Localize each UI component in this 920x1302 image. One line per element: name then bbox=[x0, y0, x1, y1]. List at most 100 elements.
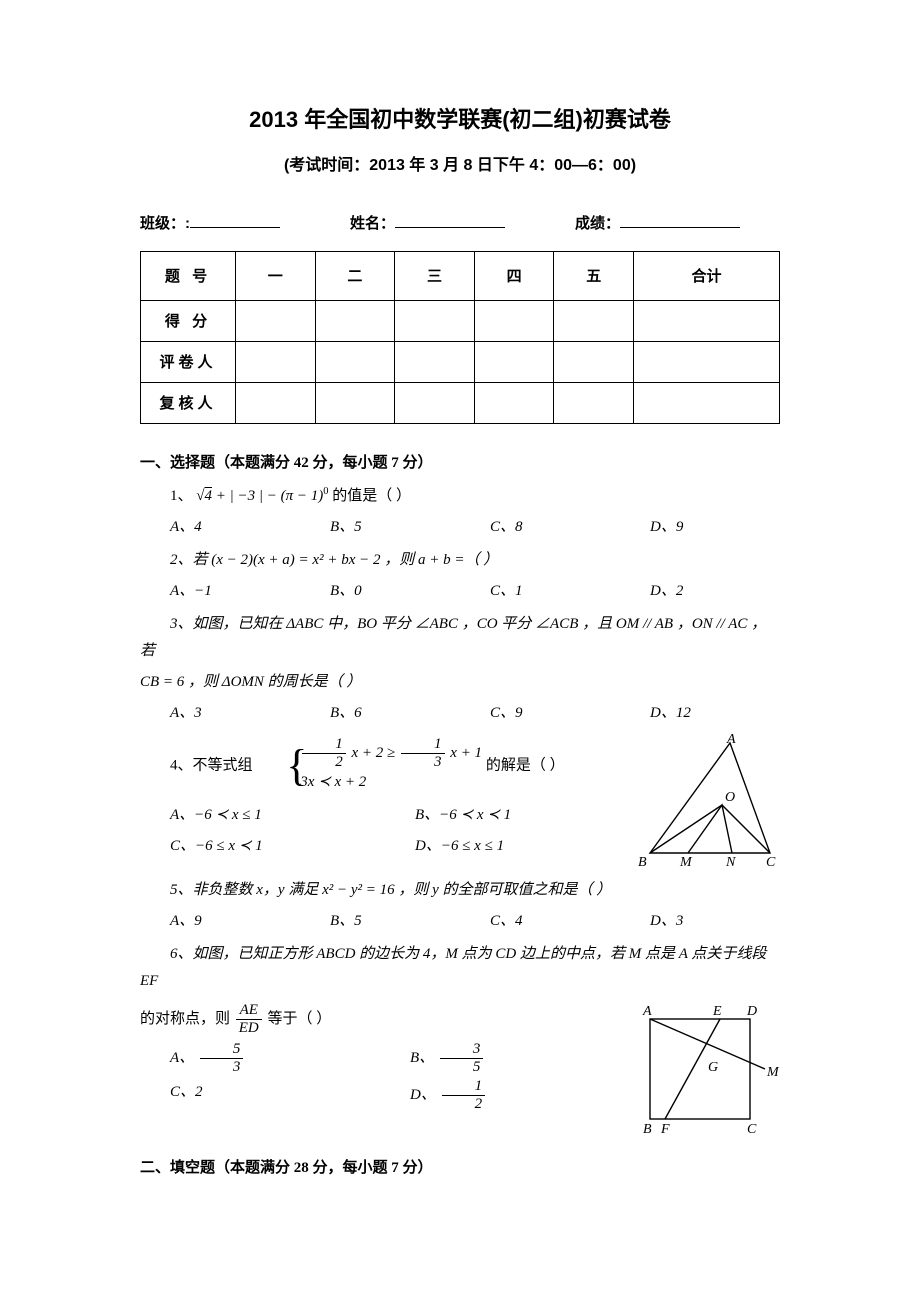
cell-blank[interactable] bbox=[395, 383, 475, 424]
cell-blank[interactable] bbox=[634, 342, 780, 383]
label-B: B bbox=[643, 1122, 652, 1137]
label-G: G bbox=[708, 1060, 718, 1075]
cell-blank[interactable] bbox=[474, 383, 554, 424]
question-6-line1: 6、如图，已知正方形 ABCD 的边长为 4，M 点为 CD 边上的中点，若 M… bbox=[140, 941, 780, 995]
cell-blank[interactable] bbox=[634, 301, 780, 342]
cell-blank[interactable] bbox=[474, 342, 554, 383]
question-4: 4、不等式组 12 x + 2 ≥ 13 x + 1 3x ≺ x + 2 的解… bbox=[140, 737, 630, 796]
q6-l2-post: 等于（ ） bbox=[268, 1011, 332, 1027]
q4-options: A、−6 ≺ x ≤ 1 B、−6 ≺ x ≺ 1 C、−6 ≤ x ≺ 1 D… bbox=[140, 800, 630, 862]
q3-options: A、3 B、6 C、9 D、12 bbox=[140, 700, 780, 727]
q6-d-pre: D、 bbox=[410, 1087, 436, 1103]
option-a: A、 53 bbox=[140, 1042, 380, 1075]
exam-time: (考试时间：2013 年 3 月 8 日下午 4：00—6：00) bbox=[140, 152, 780, 181]
option-c: C、2 bbox=[140, 1079, 380, 1112]
q3-l2: CB = 6 ，则 ΔOMN 的周长是（ ） bbox=[140, 674, 361, 690]
q4-r1-mid: x + 2 ≥ bbox=[352, 745, 396, 761]
name-blank[interactable] bbox=[395, 211, 505, 229]
name-label: 姓名： bbox=[350, 210, 395, 237]
cell-blank[interactable] bbox=[634, 383, 780, 424]
q1-pi: π bbox=[286, 488, 294, 504]
cell-blank[interactable] bbox=[236, 342, 316, 383]
cell-blank[interactable] bbox=[236, 301, 316, 342]
option-d: D、3 bbox=[620, 908, 780, 935]
col-head: 合计 bbox=[634, 252, 780, 301]
cell-blank[interactable] bbox=[315, 342, 395, 383]
score-table: 题 号 一 二 三 四 五 合计 得 分 评卷人 复核人 bbox=[140, 251, 780, 424]
score-label: 成绩： bbox=[575, 210, 620, 237]
q1-sqrt-arg: 4 bbox=[205, 488, 213, 504]
q6-fn: AE bbox=[236, 1003, 262, 1020]
label-N: N bbox=[725, 855, 736, 870]
option-b: B、 35 bbox=[380, 1042, 620, 1075]
col-head: 三 bbox=[395, 252, 475, 301]
q6-a-pre: A、 bbox=[170, 1050, 194, 1066]
option-a: A、9 bbox=[140, 908, 300, 935]
student-info-row: 班级：: 姓名： 成绩： bbox=[140, 210, 780, 237]
option-b: B、0 bbox=[300, 578, 460, 605]
q6-a-n: 5 bbox=[200, 1042, 244, 1059]
label-M: M bbox=[679, 855, 693, 870]
q6-a-d: 3 bbox=[200, 1059, 244, 1075]
option-d: D、2 bbox=[620, 578, 780, 605]
cell-blank[interactable] bbox=[554, 383, 634, 424]
q4-suffix: 的解是（ ） bbox=[486, 758, 565, 774]
option-a: A、3 bbox=[140, 700, 300, 727]
q4-r1-ld: 2 bbox=[302, 754, 346, 770]
option-d: D、−6 ≤ x ≤ 1 bbox=[385, 833, 630, 860]
option-a: A、4 bbox=[140, 514, 300, 541]
cell-blank[interactable] bbox=[236, 383, 316, 424]
option-a: A、−1 bbox=[140, 578, 300, 605]
question-2: 2、若 (x − 2)(x + a) = x² + bx − 2 ，则 a + … bbox=[140, 547, 780, 574]
question-5: 5、非负整数 x，y 满足 x² − y² = 16 ，则 y 的全部可取值之和… bbox=[140, 877, 780, 904]
class-blank[interactable] bbox=[190, 211, 280, 229]
q4-r1-rd: 3 bbox=[401, 754, 445, 770]
label-C: C bbox=[747, 1122, 757, 1137]
col-head: 四 bbox=[474, 252, 554, 301]
q1-options: A、4 B、5 C、8 D、9 bbox=[140, 514, 780, 541]
question-3-line2: CB = 6 ，则 ΔOMN 的周长是（ ） bbox=[140, 669, 780, 696]
table-row: 复核人 bbox=[141, 383, 780, 424]
q5-options: A、9 B、5 C、4 D、3 bbox=[140, 908, 780, 935]
triangle-figure: A B C O M N bbox=[630, 733, 780, 873]
cell-blank[interactable] bbox=[395, 342, 475, 383]
q1-tail: − 1) bbox=[293, 488, 323, 504]
option-b: B、5 bbox=[300, 514, 460, 541]
col-head: 二 bbox=[315, 252, 395, 301]
option-d: D、 12 bbox=[380, 1079, 620, 1112]
option-b: B、−6 ≺ x ≺ 1 bbox=[385, 802, 630, 829]
cell-blank[interactable] bbox=[554, 342, 634, 383]
q6-d-d: 2 bbox=[442, 1096, 486, 1112]
q4-prefix: 4、不等式组 bbox=[170, 758, 253, 774]
label-E: E bbox=[712, 1004, 722, 1019]
q6-fd: ED bbox=[236, 1020, 262, 1036]
score-blank[interactable] bbox=[620, 211, 740, 229]
row-label: 复核人 bbox=[141, 383, 236, 424]
cell-blank[interactable] bbox=[474, 301, 554, 342]
table-row: 得 分 bbox=[141, 301, 780, 342]
q1-suffix: 的值是（ ） bbox=[332, 488, 411, 504]
label-A: A bbox=[642, 1004, 652, 1019]
question-1: 1、 √4 + | −3 | − (π − 1)0 的值是（ ） bbox=[140, 483, 780, 510]
class-label: 班级：: bbox=[140, 210, 190, 237]
cell-blank[interactable] bbox=[315, 383, 395, 424]
cell-blank[interactable] bbox=[315, 301, 395, 342]
q6-options: A、 53 B、 35 C、2 D、 12 bbox=[140, 1040, 620, 1114]
q6-b-n: 3 bbox=[440, 1042, 484, 1059]
cell-blank[interactable] bbox=[395, 301, 475, 342]
label-B: B bbox=[638, 855, 647, 870]
col-head: 五 bbox=[554, 252, 634, 301]
q4-r2: 3x ≺ x + 2 bbox=[270, 770, 482, 796]
option-b: B、5 bbox=[300, 908, 460, 935]
label-M: M bbox=[766, 1065, 780, 1080]
q1-prefix: 1、 bbox=[170, 488, 193, 504]
cell-blank[interactable] bbox=[554, 301, 634, 342]
option-c: C、−6 ≤ x ≺ 1 bbox=[140, 833, 385, 860]
q4-r1-ln: 1 bbox=[302, 737, 346, 754]
option-c: C、9 bbox=[460, 700, 620, 727]
col-head: 一 bbox=[236, 252, 316, 301]
option-c: C、8 bbox=[460, 514, 620, 541]
section-1-heading: 一、选择题（本题满分 42 分，每小题 7 分） bbox=[140, 450, 780, 477]
section-2-heading: 二、填空题（本题满分 28 分，每小题 7 分） bbox=[140, 1155, 780, 1182]
q6-b-pre: B、 bbox=[410, 1050, 434, 1066]
